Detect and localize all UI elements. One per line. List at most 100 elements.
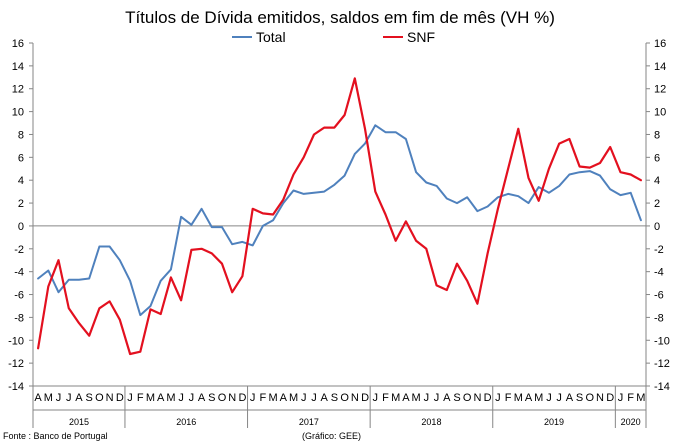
y-tick-label-left: -2 xyxy=(14,244,24,256)
y-tick-label-right: -4 xyxy=(654,267,664,279)
year-label: 2019 xyxy=(544,417,564,427)
y-tick-label-left: 14 xyxy=(12,61,24,73)
y-tick-label-left: 6 xyxy=(18,152,24,164)
month-tick-label: N xyxy=(228,392,236,404)
month-tick-label: A xyxy=(525,392,533,404)
y-tick-label-left: 0 xyxy=(18,221,24,233)
y-tick-label-right: -8 xyxy=(654,312,664,324)
y-tick-label-left: 2 xyxy=(18,198,24,210)
month-tick-label: O xyxy=(463,392,472,404)
y-tick-label-left: 4 xyxy=(18,175,24,187)
month-tick-label: F xyxy=(627,392,634,404)
month-tick-label: J xyxy=(618,392,624,404)
y-tick-label-right: -12 xyxy=(654,358,670,370)
month-tick-label: D xyxy=(361,392,369,404)
month-tick-label: S xyxy=(453,392,460,404)
month-tick-label: A xyxy=(75,392,83,404)
month-tick-label: A xyxy=(566,392,574,404)
year-label: 2020 xyxy=(621,417,641,427)
month-tick-label: A xyxy=(157,392,165,404)
y-tick-label-right: 10 xyxy=(654,107,666,119)
month-tick-label: O xyxy=(218,392,227,404)
legend-label-snf: SNF xyxy=(407,29,435,45)
legend: Total SNF xyxy=(0,29,680,47)
legend-item-total: Total xyxy=(232,29,286,45)
y-tick-label-left: 16 xyxy=(12,38,24,50)
month-tick-label: M xyxy=(636,392,645,404)
month-tick-label: J xyxy=(127,392,133,404)
y-tick-label-left: -4 xyxy=(14,267,24,279)
month-tick-label: A xyxy=(321,392,329,404)
month-tick-label: A xyxy=(198,392,206,404)
month-tick-label: J xyxy=(56,392,62,404)
year-label: 2016 xyxy=(176,417,196,427)
month-tick-label: O xyxy=(586,392,595,404)
month-tick-label: J xyxy=(250,392,256,404)
y-tick-label-left: -10 xyxy=(8,335,24,347)
month-tick-label: D xyxy=(606,392,614,404)
year-label: 2017 xyxy=(299,417,319,427)
month-tick-label: J xyxy=(434,392,440,404)
month-tick-label: O xyxy=(95,392,104,404)
month-tick-label: M xyxy=(514,392,523,404)
y-tick-label-left: -14 xyxy=(8,381,24,393)
month-tick-label: F xyxy=(382,392,389,404)
legend-item-snf: SNF xyxy=(383,29,435,45)
month-tick-label: N xyxy=(106,392,114,404)
month-tick-label: J xyxy=(546,392,552,404)
y-tick-label-right: 6 xyxy=(654,152,660,164)
y-tick-label-right: -14 xyxy=(654,381,670,393)
year-label: 2015 xyxy=(69,417,89,427)
chart-title: Títulos de Dívida emitidos, saldos em fi… xyxy=(125,8,555,27)
month-tick-label: D xyxy=(116,392,124,404)
footer-credit: (Gráfico: GEE) xyxy=(302,431,362,441)
month-tick-label: J xyxy=(189,392,195,404)
y-tick-label-left: 8 xyxy=(18,129,24,141)
legend-swatch-total xyxy=(232,36,252,38)
year-label: 2018 xyxy=(421,417,441,427)
month-tick-label: S xyxy=(576,392,583,404)
series-line-snf xyxy=(36,77,643,356)
month-tick-label: O xyxy=(340,392,349,404)
y-tick-label-right: -6 xyxy=(654,290,664,302)
month-tick-label: J xyxy=(311,392,317,404)
month-tick-label: M xyxy=(166,392,175,404)
month-tick-label: N xyxy=(596,392,604,404)
month-tick-label: M xyxy=(44,392,53,404)
legend-swatch-snf xyxy=(383,36,403,38)
month-tick-label: M xyxy=(412,392,421,404)
month-tick-label: M xyxy=(269,392,278,404)
month-tick-label: J xyxy=(66,392,72,404)
month-tick-label: A xyxy=(280,392,288,404)
month-tick-label: J xyxy=(301,392,307,404)
month-tick-label: F xyxy=(137,392,144,404)
y-tick-label-right: 0 xyxy=(654,221,660,233)
month-tick-label: J xyxy=(424,392,430,404)
y-tick-label-left: -6 xyxy=(14,290,24,302)
y-tick-label-right: 16 xyxy=(654,38,666,50)
month-tick-label: F xyxy=(260,392,267,404)
month-tick-label: D xyxy=(484,392,492,404)
month-tick-label: N xyxy=(473,392,481,404)
month-tick-label: J xyxy=(178,392,184,404)
month-tick-label: M xyxy=(391,392,400,404)
y-tick-label-left: -8 xyxy=(14,312,24,324)
month-tick-label: N xyxy=(351,392,359,404)
y-tick-label-left: 12 xyxy=(12,84,24,96)
y-tick-label-left: -12 xyxy=(8,358,24,370)
month-tick-label: M xyxy=(534,392,543,404)
y-tick-label-right: 8 xyxy=(654,129,660,141)
month-tick-label: S xyxy=(208,392,215,404)
month-tick-label: M xyxy=(146,392,155,404)
month-tick-label: A xyxy=(34,392,42,404)
footer-source: Fonte : Banco de Portugal xyxy=(3,431,108,441)
month-tick-label: D xyxy=(238,392,246,404)
y-tick-label-right: -10 xyxy=(654,335,670,347)
month-tick-label: J xyxy=(373,392,379,404)
y-tick-label-right: 4 xyxy=(654,175,660,187)
month-tick-label: F xyxy=(505,392,512,404)
month-tick-label: S xyxy=(86,392,93,404)
y-tick-label-right: -2 xyxy=(654,244,664,256)
y-tick-label-right: 14 xyxy=(654,61,666,73)
